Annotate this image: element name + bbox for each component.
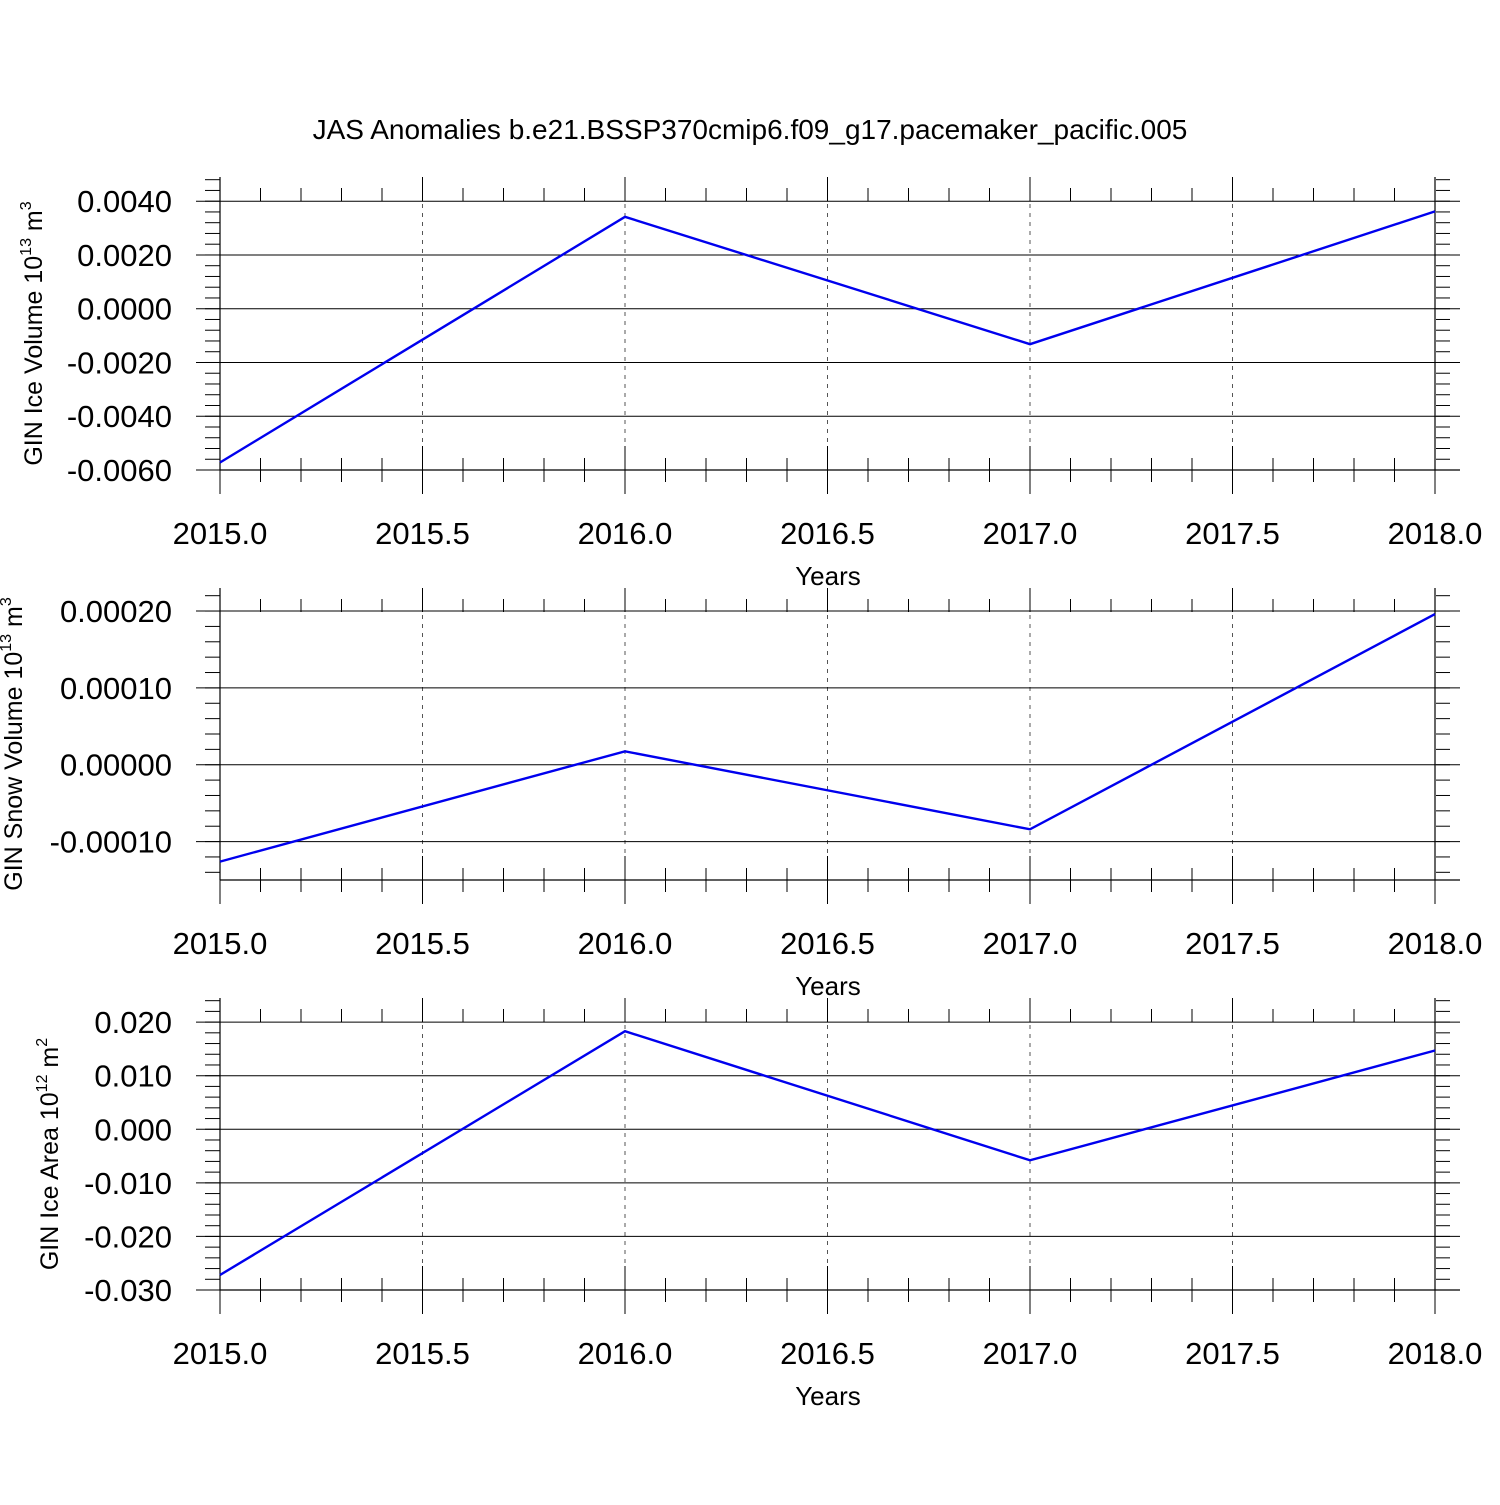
y-tick-label: -0.00010 (50, 825, 172, 860)
y-tick-label: -0.030 (84, 1273, 172, 1308)
x-tick-label: 2017.0 (983, 926, 1078, 961)
x-tick-label: 2017.0 (983, 516, 1078, 551)
x-axis-title: Years (795, 1381, 861, 1411)
x-tick-label: 2015.0 (173, 516, 268, 551)
y-tick-label: -0.010 (84, 1166, 172, 1201)
x-tick-label: 2017.5 (1185, 516, 1280, 551)
x-tick-label: 2016.0 (578, 926, 673, 961)
x-tick-label: 2016.0 (578, 1336, 673, 1371)
x-tick-label: 2018.0 (1388, 926, 1483, 961)
x-tick-label: 2018.0 (1388, 1336, 1483, 1371)
y-tick-label: 0.00020 (60, 594, 172, 629)
x-tick-label: 2017.5 (1185, 1336, 1280, 1371)
x-tick-label: 2016.0 (578, 516, 673, 551)
x-tick-label: 2016.5 (780, 516, 875, 551)
y-tick-label: 0.0020 (77, 238, 172, 273)
y-tick-label: -0.020 (84, 1219, 172, 1254)
x-axis-title: Years (795, 971, 861, 1001)
x-axis-title: Years (795, 561, 861, 591)
y-tick-label: -0.0060 (67, 453, 172, 488)
y-tick-label: -0.0040 (67, 399, 172, 434)
x-tick-label: 2015.5 (375, 926, 470, 961)
x-tick-label: 2018.0 (1388, 516, 1483, 551)
x-tick-label: 2015.0 (173, 926, 268, 961)
y-tick-label: 0.00010 (60, 671, 172, 706)
x-tick-label: 2015.5 (375, 516, 470, 551)
y-tick-label: 0.010 (94, 1059, 172, 1094)
y-tick-label: 0.000 (94, 1112, 172, 1147)
chart-title: JAS Anomalies b.e21.BSSP370cmip6.f09_g17… (313, 114, 1188, 145)
y-tick-label: 0.0040 (77, 184, 172, 219)
x-tick-label: 2016.5 (780, 1336, 875, 1371)
y-tick-label: 0.00000 (60, 748, 172, 783)
y-tick-label: 0.020 (94, 1005, 172, 1040)
x-tick-label: 2017.5 (1185, 926, 1280, 961)
y-tick-label: 0.0000 (77, 292, 172, 327)
x-tick-label: 2015.0 (173, 1336, 268, 1371)
x-tick-label: 2017.0 (983, 1336, 1078, 1371)
y-tick-label: -0.0020 (67, 345, 172, 380)
y-axis-title: GIN Ice Area 1012 m2 (34, 1038, 64, 1270)
x-tick-label: 2016.5 (780, 926, 875, 961)
x-tick-label: 2015.5 (375, 1336, 470, 1371)
